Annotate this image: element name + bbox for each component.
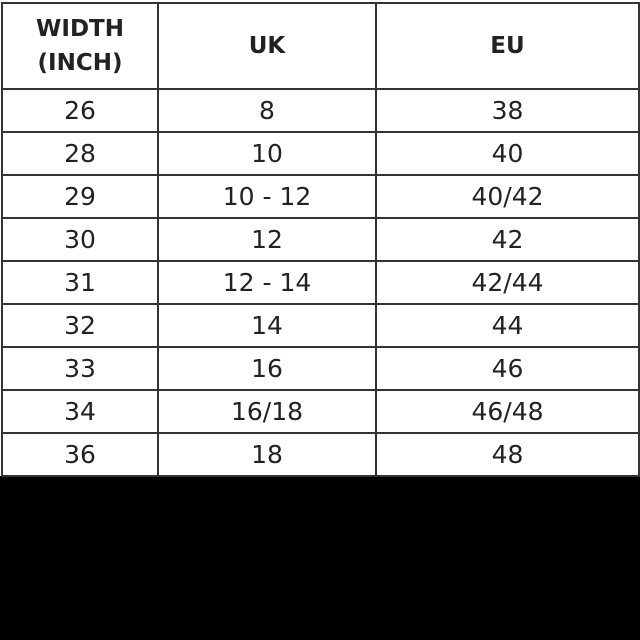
header-cell: WIDTH (INCH)	[1, 2, 159, 90]
table-cell: 40/42	[375, 174, 640, 219]
table-cell: 42/44	[375, 260, 640, 305]
table-cell: 12	[157, 217, 377, 262]
table-cell: 8	[157, 88, 377, 133]
table-cell: 26	[1, 88, 159, 133]
table-row: 28 10 40	[1, 131, 640, 176]
header-cell: EU	[375, 2, 640, 90]
table-cell: 38	[375, 88, 640, 133]
table-cell: 28	[1, 131, 159, 176]
table-cell: 16/18	[157, 389, 377, 434]
table-cell: 12 - 14	[157, 260, 377, 305]
table-cell: 36	[1, 432, 159, 477]
table-cell: 10 - 12	[157, 174, 377, 219]
header-text: WIDTH (INCH)	[36, 16, 124, 76]
table-row: 30 12 42	[1, 217, 640, 262]
table-cell: 16	[157, 346, 377, 391]
table-cell: 29	[1, 174, 159, 219]
table-cell: 46	[375, 346, 640, 391]
table-row: 36 18 48	[1, 432, 640, 477]
table-row: 33 16 46	[1, 346, 640, 391]
table-cell: 10	[157, 131, 377, 176]
size-table: WIDTH (INCH) UK EU 26 8 38 28 10 40 29 10 - 12 40/…	[1, 2, 640, 477]
table-cell: 44	[375, 303, 640, 348]
table-cell: 40	[375, 131, 640, 176]
table-body: 26 8 38 28 10 40 29 10 - 12 40/42 30 12 42 31 12 - 14…	[1, 88, 640, 477]
table-cell: 48	[375, 432, 640, 477]
table-cell: 14	[157, 303, 377, 348]
table-row: 31 12 - 14 42/44	[1, 260, 640, 305]
size-chart: WIDTH (INCH) UK EU 26 8 38 28 10 40 29 10 - 12 40/…	[0, 0, 640, 477]
header-cell: UK	[157, 2, 377, 90]
table-cell: 46/48	[375, 389, 640, 434]
table-cell: 33	[1, 346, 159, 391]
table-cell: 30	[1, 217, 159, 262]
header-text: EU	[490, 33, 525, 59]
header-text: UK	[248, 33, 286, 59]
table-cell: 32	[1, 303, 159, 348]
table-cell: 42	[375, 217, 640, 262]
table-cell: 31	[1, 260, 159, 305]
table-cell: 18	[157, 432, 377, 477]
header-row: WIDTH (INCH) UK EU	[1, 2, 640, 90]
table-cell: 34	[1, 389, 159, 434]
table-row: 26 8 38	[1, 88, 640, 133]
table-row: 32 14 44	[1, 303, 640, 348]
table-row: 34 16/18 46/48	[1, 389, 640, 434]
table-row: 29 10 - 12 40/42	[1, 174, 640, 219]
